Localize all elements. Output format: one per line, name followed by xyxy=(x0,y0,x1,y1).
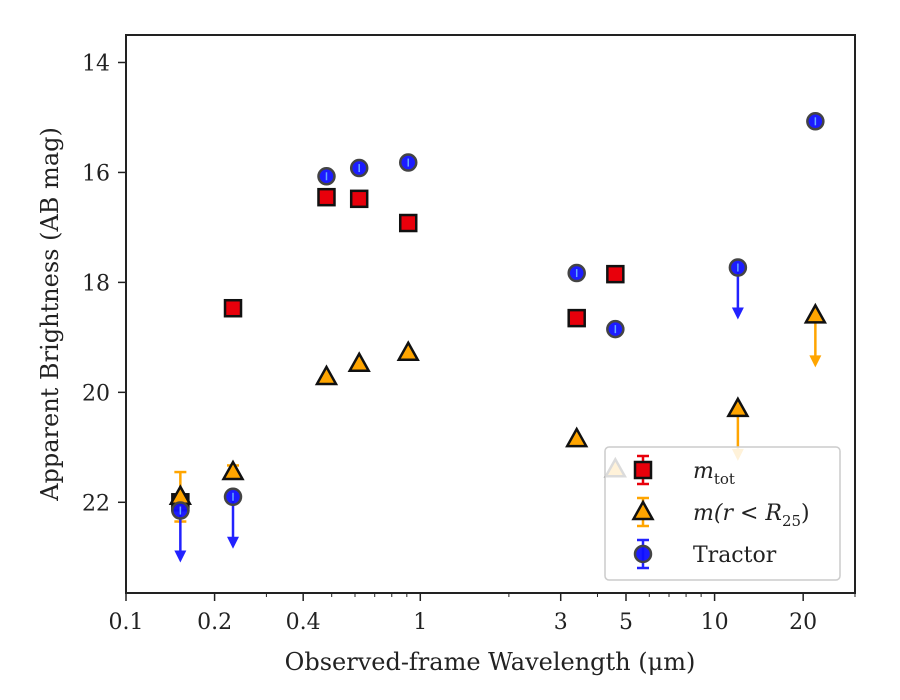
y-tick-label: 18 xyxy=(82,271,110,296)
x-tick-label: 10 xyxy=(701,610,729,635)
x-tick-label: 20 xyxy=(789,610,817,635)
plot-frame xyxy=(125,34,856,594)
legend-label-m_r25: m(r < R25) xyxy=(693,501,810,530)
x-tick-label: 1 xyxy=(413,610,427,635)
legend: mtot m(r < R25) Tractor xyxy=(604,446,841,581)
m_tot-point xyxy=(606,264,625,284)
m_tot-point xyxy=(317,187,336,207)
upper-limit-arrow-head xyxy=(731,307,744,320)
x-tick-label: 5 xyxy=(619,610,633,635)
m_r25-point xyxy=(347,351,371,373)
legend-box xyxy=(604,446,841,581)
y-tick-label: 22 xyxy=(82,491,110,516)
x-tick-label: 0.2 xyxy=(197,610,232,635)
x-tick-label: 3 xyxy=(554,610,568,635)
x-tick-label: 0.4 xyxy=(286,610,321,635)
y-tick-label: 14 xyxy=(82,51,110,76)
y-axis-label: Apparent Brightness (AB mag) xyxy=(36,127,64,502)
legend-label-m_tot: mtot xyxy=(693,459,735,488)
y-tick-label: 16 xyxy=(82,161,110,186)
legend-entry-m_tot: mtot xyxy=(633,454,735,488)
upper-limit-arrow-head xyxy=(174,550,187,563)
y-tick-label: 20 xyxy=(82,381,110,406)
upper-limit-arrow-head xyxy=(809,355,822,368)
m_tot-point xyxy=(398,213,418,233)
m_tot-point xyxy=(349,189,369,209)
legend-label-tractor: Tractor xyxy=(693,543,777,568)
m_tot-point xyxy=(567,308,586,328)
legend-marker-m_r25 xyxy=(631,499,655,521)
x-axis-label: Observed-frame Wavelength (μm) xyxy=(285,648,696,676)
m_r25-point xyxy=(221,459,245,481)
m_r25-point xyxy=(396,340,420,362)
legend-entry-tractor: Tractor xyxy=(633,538,777,570)
x-tick-label: 0.1 xyxy=(109,610,144,635)
m_r25-point xyxy=(726,396,750,418)
m_r25-point xyxy=(314,364,339,386)
legend-entry-m_r25: m(r < R25) xyxy=(631,496,810,530)
upper-limit-arrow-head xyxy=(227,536,240,549)
legend-marker-m_tot xyxy=(633,460,653,480)
m_tot-point xyxy=(223,298,243,318)
m_r25-point xyxy=(803,302,827,324)
legend-marker-tractor xyxy=(633,544,653,564)
m_r25-point xyxy=(565,426,589,448)
